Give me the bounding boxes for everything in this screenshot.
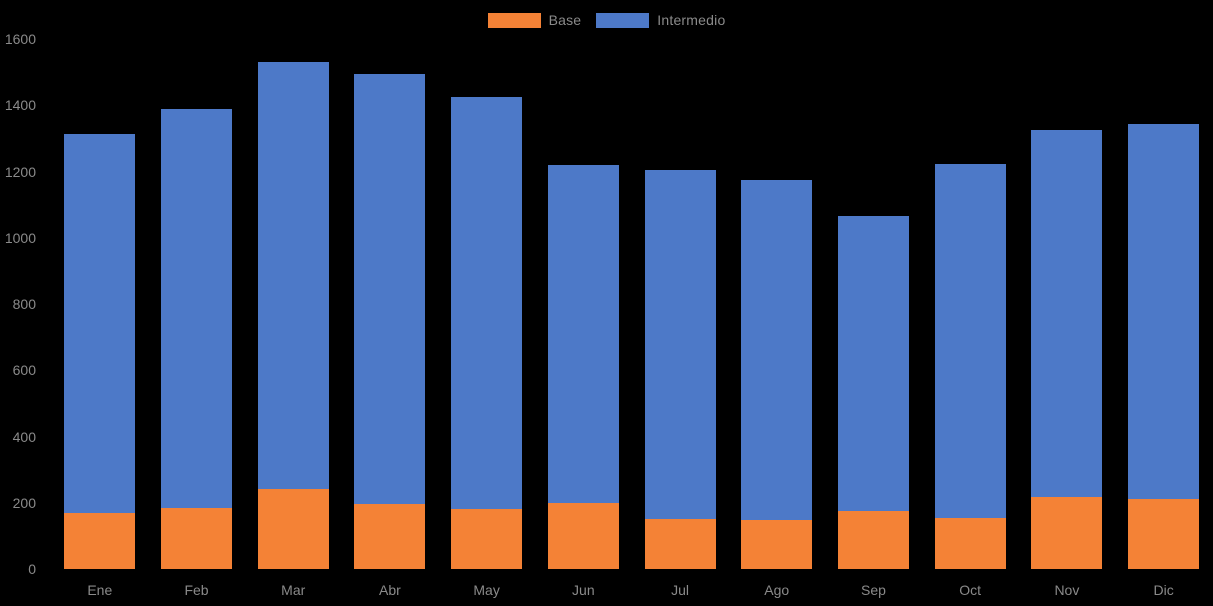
bar-segment-intermedio-abr xyxy=(354,73,426,505)
x-tick-label: Ene xyxy=(87,582,113,598)
bar-segment-base-nov xyxy=(1031,497,1103,569)
y-tick-label: 400 xyxy=(12,428,36,445)
bar-segment-intermedio-oct xyxy=(934,163,1006,519)
x-tick-label: Abr xyxy=(379,582,401,598)
bar-segment-intermedio-jul xyxy=(644,169,716,519)
bar-segment-intermedio-jun xyxy=(547,164,619,504)
bar-segment-intermedio-dic xyxy=(1128,124,1200,499)
bar-segment-base-mar xyxy=(257,488,329,569)
legend-label-base: Base xyxy=(548,12,582,28)
y-tick-label: 0 xyxy=(28,561,36,577)
bar-segment-intermedio-ago xyxy=(741,180,813,520)
bar-segment-intermedio-mar xyxy=(257,61,329,489)
bar-segment-intermedio-nov xyxy=(1031,129,1103,498)
legend-swatch-intermedio xyxy=(596,12,650,28)
legend-label-intermedio: Intermedio xyxy=(657,12,726,28)
x-tick-label: May xyxy=(473,582,500,598)
legend-entry-base: Base xyxy=(487,12,582,28)
y-tick-label: 1000 xyxy=(4,229,36,246)
bar-segment-base-ene xyxy=(64,513,136,569)
bar-segment-base-abr xyxy=(354,504,426,569)
bar-segment-base-oct xyxy=(934,518,1006,569)
bar-segment-base-sep xyxy=(837,511,909,569)
bar-segment-intermedio-ene xyxy=(64,134,136,514)
x-tick-label: Sep xyxy=(861,582,886,598)
x-tick-label: Feb xyxy=(184,582,209,598)
x-tick-label: Jul xyxy=(671,582,689,598)
bar-segment-intermedio-may xyxy=(451,96,523,510)
bar-segment-base-may xyxy=(451,509,523,569)
bar-segment-base-jul xyxy=(644,518,716,569)
bar-segment-base-dic xyxy=(1128,498,1200,569)
y-tick-label: 1200 xyxy=(4,163,36,180)
x-tick-label: Oct xyxy=(959,582,982,598)
y-tick-label: 1400 xyxy=(4,97,36,114)
y-tick-label: 800 xyxy=(12,296,36,312)
y-tick-label: 600 xyxy=(12,362,36,379)
x-tick-label: Dic xyxy=(1153,582,1174,598)
x-tick-label: Nov xyxy=(1054,582,1080,598)
x-tick-label: Ago xyxy=(764,582,790,598)
y-tick-label: 1600 xyxy=(4,31,36,47)
bar-segment-base-feb xyxy=(161,507,232,569)
x-tick-label: Mar xyxy=(281,582,306,598)
bar-segment-intermedio-sep xyxy=(837,216,909,512)
legend: Base Intermedio xyxy=(0,12,1213,28)
legend-entry-intermedio: Intermedio xyxy=(596,12,725,28)
bar-segment-base-ago xyxy=(741,519,813,569)
bar-segment-intermedio-feb xyxy=(161,108,232,508)
x-tick-label: Jun xyxy=(572,582,595,598)
bar-segment-base-jun xyxy=(547,503,619,569)
legend-swatch-base xyxy=(487,12,541,28)
y-tick-label: 200 xyxy=(12,494,36,511)
